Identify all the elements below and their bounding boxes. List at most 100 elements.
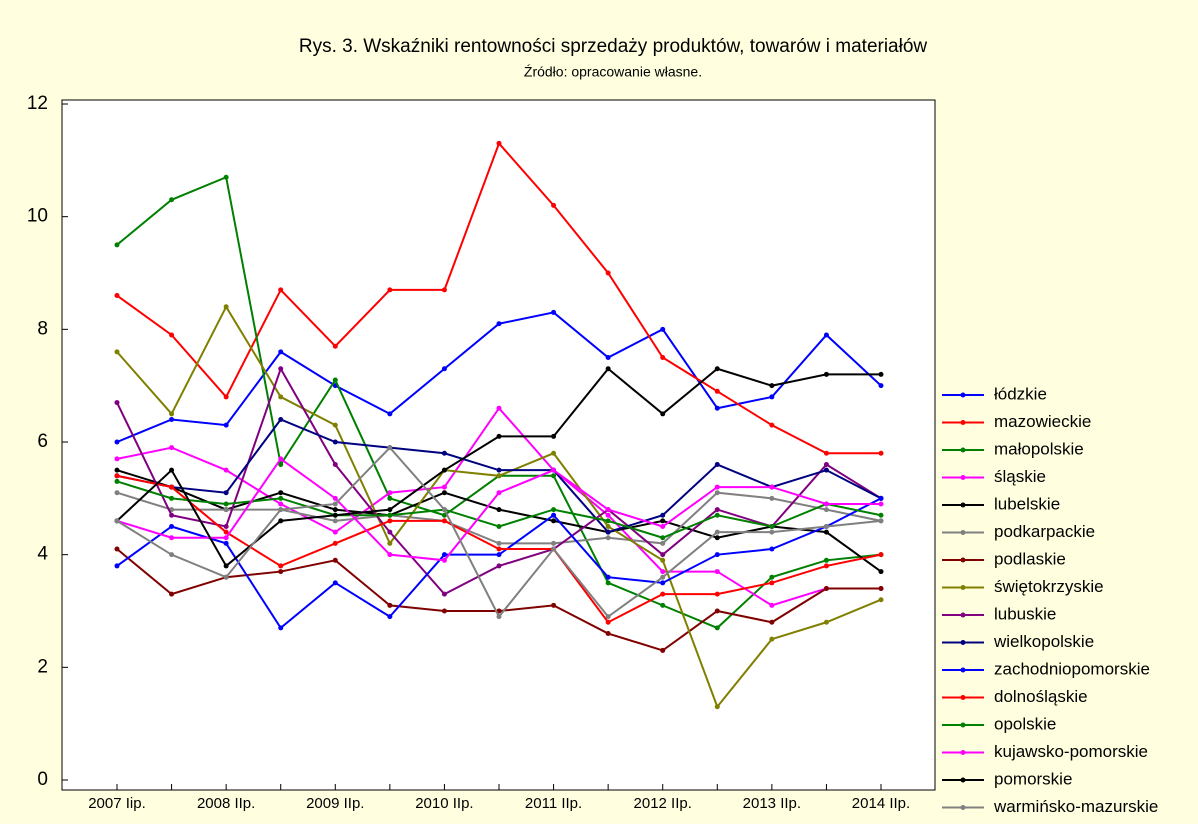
data-point <box>441 287 447 293</box>
data-point <box>496 552 502 558</box>
data-point <box>660 602 666 608</box>
legend-label: lubelskie <box>994 494 1060 513</box>
data-point <box>278 490 284 496</box>
data-point <box>823 371 829 377</box>
data-point <box>551 512 557 518</box>
y-tick-label: 6 <box>37 431 48 452</box>
data-point <box>660 569 666 575</box>
y-tick-label: 2 <box>37 656 48 677</box>
data-point <box>660 580 666 586</box>
legend-marker <box>960 530 966 535</box>
legend-marker <box>960 640 966 645</box>
data-point <box>441 490 447 496</box>
data-point <box>551 602 557 608</box>
data-point <box>223 507 229 513</box>
data-point <box>605 518 611 524</box>
data-point <box>278 495 284 501</box>
data-point <box>714 366 720 372</box>
data-point <box>878 450 884 456</box>
legend-marker <box>960 447 966 453</box>
data-point <box>714 535 720 541</box>
x-tick-label: 2013 IIp. <box>743 795 801 812</box>
data-point <box>769 529 775 535</box>
data-point <box>878 569 884 575</box>
data-point <box>223 524 229 529</box>
legend-label: łódzkie <box>994 384 1047 403</box>
data-point <box>878 552 884 558</box>
legend-label: świętokrzyskie <box>994 577 1104 596</box>
data-point <box>114 242 120 248</box>
data-point <box>769 394 775 400</box>
data-point <box>441 591 447 597</box>
data-point <box>387 512 393 518</box>
y-tick-label: 12 <box>27 93 48 114</box>
legend-label: mazowieckie <box>994 412 1091 431</box>
data-point <box>605 619 611 625</box>
data-point <box>878 383 884 389</box>
data-point <box>441 608 447 614</box>
data-point <box>387 602 393 608</box>
data-point <box>169 552 175 558</box>
data-point <box>332 462 338 468</box>
data-point <box>114 563 120 569</box>
legend-label: podlaskie <box>994 549 1066 568</box>
data-point <box>441 552 447 558</box>
legend-marker <box>960 612 966 618</box>
x-tick-label: 2009 IIp. <box>306 795 364 812</box>
data-point <box>332 518 338 524</box>
data-point <box>387 490 393 496</box>
data-point <box>496 321 502 327</box>
data-point <box>278 416 284 422</box>
data-point <box>769 546 775 552</box>
data-point <box>169 467 175 473</box>
data-point <box>223 394 229 400</box>
data-point <box>114 518 120 524</box>
chart-title: Rys. 3. Wskaźniki rentowności sprzedaży … <box>299 36 928 57</box>
data-point <box>823 524 829 529</box>
data-point <box>714 704 720 710</box>
data-point <box>278 507 284 513</box>
data-point <box>332 529 338 535</box>
data-point <box>387 507 393 513</box>
legend-marker <box>960 557 966 563</box>
data-point <box>169 512 175 518</box>
data-point <box>496 614 502 620</box>
data-point <box>387 287 393 293</box>
data-point <box>551 546 557 552</box>
data-point <box>660 552 666 558</box>
data-point <box>496 524 502 529</box>
data-point <box>387 529 393 535</box>
data-point <box>605 574 611 580</box>
data-point <box>278 394 284 400</box>
data-point <box>823 450 829 456</box>
data-point <box>878 371 884 377</box>
data-point <box>332 507 338 513</box>
legend-marker <box>960 475 966 480</box>
y-tick-label: 8 <box>37 318 48 339</box>
data-point <box>223 467 229 473</box>
data-point <box>223 529 229 535</box>
data-point <box>278 569 284 575</box>
data-point <box>551 202 557 208</box>
data-point <box>823 467 829 473</box>
legend-marker <box>960 695 966 700</box>
data-point <box>660 591 666 597</box>
data-point <box>660 411 666 417</box>
data-point <box>496 563 502 569</box>
data-point <box>441 366 447 372</box>
legend-label: podkarpackie <box>994 522 1095 541</box>
data-point <box>223 490 229 496</box>
x-tick-label: 2012 IIp. <box>634 795 692 812</box>
data-point <box>551 473 557 479</box>
data-point <box>496 405 502 411</box>
legend-marker <box>960 722 966 728</box>
data-point <box>223 563 229 569</box>
data-point <box>387 495 393 501</box>
data-point <box>332 580 338 586</box>
data-point <box>551 518 557 524</box>
data-point <box>714 569 720 575</box>
data-point <box>496 490 502 496</box>
data-point <box>551 467 557 473</box>
data-point <box>278 563 284 569</box>
